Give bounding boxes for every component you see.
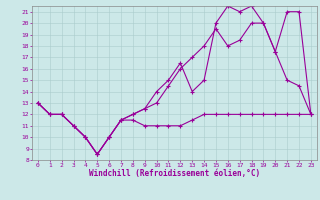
X-axis label: Windchill (Refroidissement éolien,°C): Windchill (Refroidissement éolien,°C)	[89, 169, 260, 178]
